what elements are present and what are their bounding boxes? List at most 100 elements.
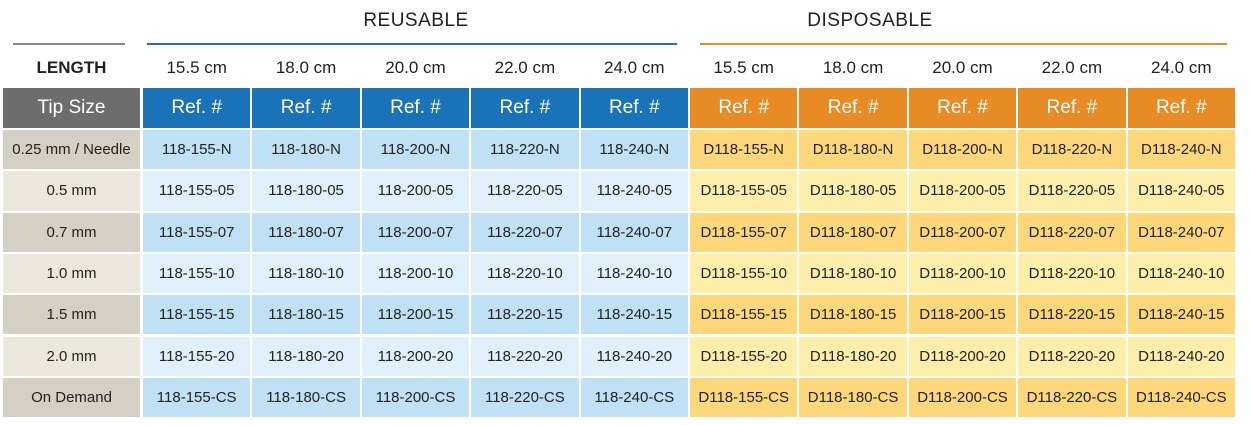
ref-cell: 118-200-CS [361,377,470,418]
ref-cell: 118-200-N [361,130,470,170]
ref-cell: D118-200-20 [908,336,1017,376]
header-cell: Ref. # [1018,88,1126,128]
ref-cell: 118-240-15 [580,295,688,335]
length: 22.0 cm [494,58,556,77]
ref-cell: D118-155-20 [690,336,798,376]
length: 20.0 cm [932,58,993,77]
ref-cell: D118-180-10 [799,253,907,294]
divider [13,43,125,45]
tip-size: 0.25 mm / Needle [3,130,140,170]
ref-cell: D118-200-15 [908,295,1017,335]
ref-cell: D118-200-05 [908,171,1017,211]
ref-cell: 118-155-N [143,130,251,170]
ref-cell: 118-180-10 [252,253,360,294]
length-label: LENGTH [36,58,107,77]
ref-cell: D118-220-10 [1018,253,1126,294]
ref-cell: 118-220-N [471,130,579,170]
ref-cell: D118-220-CS [1018,377,1126,418]
tip-size: 1.5 mm [3,295,140,335]
ref-cell: D118-155-CS [690,377,798,418]
ref-cell: D118-200-N [908,130,1017,170]
ref-cell: 118-220-15 [471,295,579,335]
ref-cell: D118-155-15 [690,295,798,335]
header-cell: Ref. # [908,88,1017,128]
length: 24.0 cm [1151,58,1212,77]
ref-cell: D118-240-07 [1127,212,1235,252]
ref-cell: 118-180-N [252,130,360,170]
header-cell: Ref. # [143,88,251,128]
length: 24.0 cm [604,58,665,77]
ref-cell: D118-180-N [799,130,907,170]
ref-cell: D118-220-05 [1018,171,1126,211]
ref-cell: 118-155-CS [143,377,251,418]
ref-cell: 118-240-N [580,130,688,170]
header-label: Tip Size [3,88,140,128]
tip-size: 1.0 mm [3,253,140,294]
tip-size: 0.7 mm [3,212,140,252]
ref-cell: D118-220-15 [1018,295,1126,335]
ref-cell: 118-200-10 [361,253,470,294]
header-cell: Ref. # [580,88,688,128]
ref-cell: 118-155-07 [143,212,251,252]
ref-cell: 118-180-CS [252,377,360,418]
ref-cell: D118-180-15 [799,295,907,335]
divider [147,43,677,45]
ref-cell: 118-180-15 [252,295,360,335]
ref-cell: 118-155-05 [143,171,251,211]
ref-cell: 118-200-20 [361,336,470,376]
ref-cell: D118-240-15 [1127,295,1235,335]
tip-size: 0.5 mm [3,171,140,211]
ref-cell: 118-240-07 [580,212,688,252]
ref-cell: D118-180-20 [799,336,907,376]
ref-cell: D118-240-10 [1127,253,1235,294]
ref-cell: 118-220-07 [471,212,579,252]
ref-cell: 118-220-20 [471,336,579,376]
ref-cell: D118-200-07 [908,212,1017,252]
ref-cell: 118-220-05 [471,171,579,211]
ref-cell: D118-180-07 [799,212,907,252]
length: 18.0 cm [822,58,884,77]
ref-cell: D118-200-10 [908,253,1017,294]
ref-cell: D118-180-05 [799,171,907,211]
ref-cell: 118-240-05 [580,171,688,211]
header-cell: Ref. # [690,88,798,128]
length: 18.0 cm [275,58,337,77]
ref-cell: 118-155-20 [143,336,251,376]
ref-cell: 118-200-07 [361,212,470,252]
ref-cell: 118-220-CS [471,377,579,418]
group-title: REUSABLE [363,10,469,31]
ref-cell: D118-240-20 [1127,336,1235,376]
ref-cell: D118-240-CS [1127,377,1235,418]
ref-cell: D118-220-20 [1018,336,1126,376]
header-cell: Ref. # [361,88,470,128]
ref-cell: D118-200-CS [908,377,1017,418]
divider [700,43,1227,45]
ref-cell: D118-220-07 [1018,212,1126,252]
ref-cell: D118-240-N [1127,130,1235,170]
ref-cell: D118-155-N [690,130,798,170]
ref-cell: 118-220-10 [471,253,579,294]
ref-cell: D118-180-CS [799,377,907,418]
ref-cell: D118-155-07 [690,212,798,252]
ref-cell: 118-180-07 [252,212,360,252]
length: 20.0 cm [385,58,446,77]
ref-cell: D118-220-N [1018,130,1126,170]
ref-cell: D118-155-05 [690,171,798,211]
header-cell: Ref. # [799,88,907,128]
length: 22.0 cm [1041,58,1103,77]
ref-cell: 118-240-10 [580,253,688,294]
ref-cell: 118-180-05 [252,171,360,211]
header-cell: Ref. # [471,88,579,128]
header-cell: Ref. # [1127,88,1235,128]
ref-cell: 118-180-20 [252,336,360,376]
tip-size: On Demand [3,377,140,418]
ref-cell: 118-155-10 [143,253,251,294]
ref-cell: 118-200-15 [361,295,470,335]
header-cell: Ref. # [252,88,360,128]
group-title: DISPOSABLE [807,10,933,31]
ref-cell: D118-155-10 [690,253,798,294]
ref-cell: 118-200-05 [361,171,470,211]
ref-cell: D118-240-05 [1127,171,1235,211]
ref-cell: 118-155-15 [143,295,251,335]
